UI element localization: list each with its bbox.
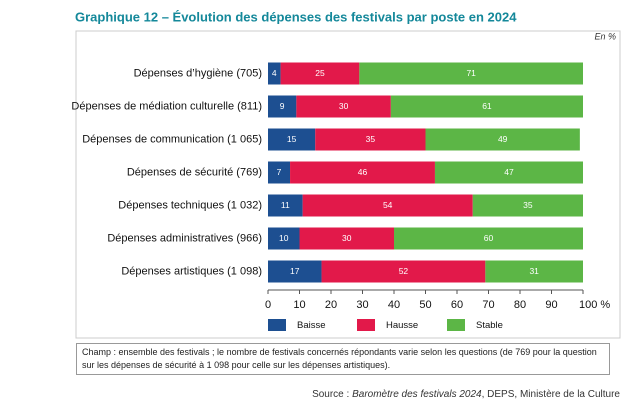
bar-segment [472, 194, 583, 217]
value-label: 31 [529, 266, 539, 276]
category-label: Dépenses d’hygiène (705) [134, 67, 262, 79]
bar-segment [425, 128, 580, 151]
source: Source : Baromètre des festivals 2024, D… [312, 389, 620, 400]
bar-segment [268, 62, 281, 85]
x-tick-label: 80 [514, 299, 526, 311]
bar-segment [268, 95, 297, 118]
chart-title: Graphique 12 – Évolution des dépenses de… [75, 9, 517, 24]
x-tick-label: 100 % [579, 299, 610, 311]
bar-segment [268, 227, 300, 250]
legend-swatch [268, 319, 286, 331]
chart-frame [75, 30, 621, 339]
value-label: 47 [504, 167, 514, 177]
value-label: 54 [383, 200, 393, 210]
source-title: Baromètre des festivals 2024 [352, 389, 482, 400]
value-label: 49 [498, 134, 508, 144]
legend-swatch [357, 319, 375, 331]
bar-segment [321, 260, 486, 283]
x-tick-label: 10 [293, 299, 305, 311]
note: Champ : ensemble des festivals ; le nomb… [76, 343, 610, 375]
value-label: 71 [466, 68, 476, 78]
bar-segment [299, 227, 394, 250]
legend-label: Baisse [297, 320, 326, 331]
category-label: Dépenses de médiation culturelle (811) [71, 100, 262, 112]
value-label: 9 [280, 101, 285, 111]
value-label: 11 [281, 200, 290, 210]
value-label: 15 [287, 134, 297, 144]
category-label: Dépenses artistiques (1 098) [121, 265, 262, 277]
value-label: 60 [484, 233, 494, 243]
bar-segment [268, 260, 322, 283]
value-label: 17 [290, 266, 300, 276]
legend-swatch [447, 319, 465, 331]
bar-segment [296, 95, 391, 118]
bar-segment [302, 194, 473, 217]
value-label: 25 [315, 68, 325, 78]
value-label: 35 [523, 200, 533, 210]
value-label: 10 [279, 233, 289, 243]
category-label: Dépenses de sécurité (769) [127, 166, 262, 178]
value-label: 35 [366, 134, 376, 144]
bar-segment [394, 227, 583, 250]
legend-label: Stable [476, 320, 503, 331]
x-tick-label: 30 [356, 299, 368, 311]
category-label: Dépenses administratives (966) [107, 232, 262, 244]
value-label: 4 [272, 68, 277, 78]
bar-segment [290, 161, 435, 184]
bar-segment [268, 194, 303, 217]
source-rest: , DEPS, Ministère de la Culture [482, 389, 621, 400]
value-label: 61 [482, 101, 492, 111]
x-tick-label: 20 [325, 299, 337, 311]
category-label: Dépenses de communication (1 065) [82, 133, 262, 145]
x-tick-label: 40 [388, 299, 400, 311]
x-tick-label: 90 [545, 299, 557, 311]
bar-segment [390, 95, 583, 118]
bar-segment [434, 161, 583, 184]
value-label: 46 [358, 167, 368, 177]
unit-label: En % [594, 31, 616, 41]
bar-segment [315, 128, 426, 151]
value-label: 52 [399, 266, 409, 276]
x-tick-label: 0 [265, 299, 271, 311]
value-label: 30 [342, 233, 352, 243]
bar-segment [485, 260, 583, 283]
value-label: 30 [339, 101, 349, 111]
value-label: 7 [277, 167, 282, 177]
x-tick-label: 60 [451, 299, 463, 311]
bar-segment [359, 62, 583, 85]
bar-segment [268, 161, 291, 184]
source-prefix: Source : [312, 389, 349, 400]
bar-segment [268, 128, 316, 151]
category-label: Dépenses techniques (1 032) [118, 199, 262, 211]
bar-segment [280, 62, 360, 85]
legend-label: Hausse [386, 320, 418, 331]
x-tick-label: 50 [419, 299, 431, 311]
x-tick-label: 70 [482, 299, 494, 311]
